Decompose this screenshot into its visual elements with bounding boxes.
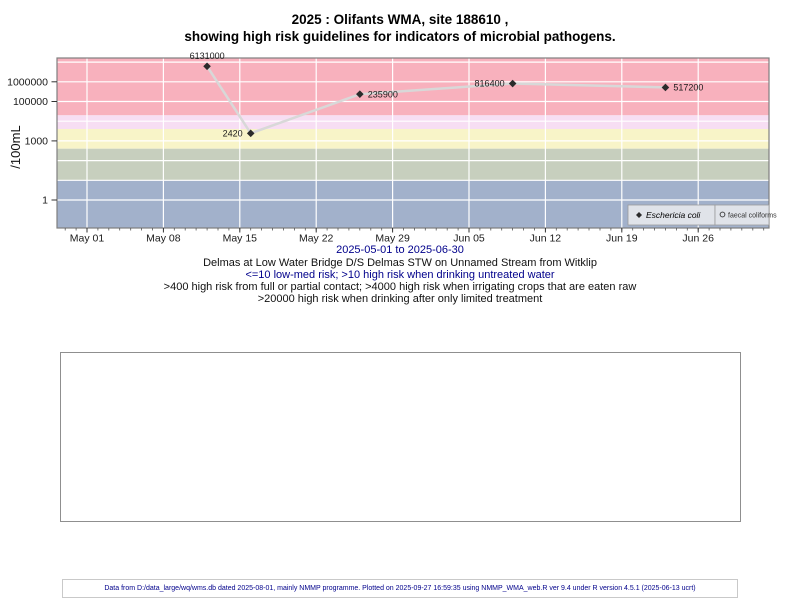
- footer-provenance-text: Data from D:/data_large/wq/wms.db dated …: [104, 585, 696, 592]
- svg-text:May 29: May 29: [375, 233, 410, 245]
- data-point: [661, 83, 670, 92]
- risk-band: [57, 148, 769, 181]
- svg-text:Jun 05: Jun 05: [453, 233, 485, 245]
- svg-text:May 22: May 22: [299, 233, 334, 245]
- chart-legend: Eschericia coli faecal coliforms: [627, 204, 777, 226]
- point-label: 517200: [673, 83, 703, 93]
- svg-text:May 01: May 01: [70, 233, 105, 245]
- legend-box-faecal-coliforms: [714, 204, 770, 226]
- data-point: [246, 129, 255, 138]
- caption-site: Delmas at Low Water Bridge D/S Delmas ST…: [203, 257, 597, 269]
- svg-text:Jun 12: Jun 12: [530, 233, 562, 245]
- data-series-eschericia-coli: 6131000 2420 235900 816400 517200: [190, 51, 704, 139]
- risk-band: [57, 115, 769, 130]
- empty-panel: [60, 352, 741, 522]
- date-range-subtitle: 2025-05-01 to 2025-06-30: [336, 244, 464, 256]
- svg-text:Jun 26: Jun 26: [682, 233, 714, 245]
- svg-text:1000: 1000: [25, 136, 49, 148]
- risk-band: [57, 129, 769, 149]
- svg-text:Jun 19: Jun 19: [606, 233, 638, 245]
- y-axis-title: /100mL: [8, 125, 23, 168]
- point-label: 816400: [475, 79, 505, 89]
- plot-border: [56, 57, 770, 229]
- svg-text:100000: 100000: [13, 96, 48, 108]
- chart-title-line2: showing high risk guidelines for indicat…: [184, 29, 616, 44]
- risk-bands: [57, 58, 769, 228]
- legend-label-eschericia-coli: Eschericia coli: [646, 210, 701, 220]
- point-label: 2420: [223, 129, 243, 139]
- x-axis: May 01 May 08 May 15 May 22 May 29 Jun 05 Jun …: [64, 228, 765, 245]
- caption-risk-contact-irrigation: >400 high risk from full or partial cont…: [163, 281, 637, 293]
- point-label: 235900: [368, 89, 398, 99]
- legend-label-faecal-coliforms: faecal coliforms: [728, 213, 777, 220]
- chart-canvas: May 01 May 08 May 15 May 22 May 29 Jun 05 Jun …: [7, 51, 777, 245]
- svg-text:May 15: May 15: [223, 233, 258, 245]
- svg-text:May 08: May 08: [146, 233, 181, 245]
- point-label: 6131000: [190, 51, 225, 61]
- legend-marker-open-circle: [719, 211, 726, 218]
- svg-text:1000000: 1000000: [7, 76, 48, 88]
- chart-title-line1: 2025 : Olifants WMA, site 188610 ,: [291, 12, 509, 27]
- footer-box: Data from D:/data_large/wq/wms.db dated …: [62, 579, 738, 598]
- data-point: [203, 62, 211, 71]
- y-axis: 1 1000 100000 1000000/100mL: [7, 76, 57, 207]
- caption-risk-drinking: <=10 low-med risk; >10 high risk when dr…: [245, 269, 555, 281]
- caption-risk-limited-treatment: >20000 high risk when drinking after onl…: [257, 293, 543, 305]
- data-point: [508, 79, 517, 88]
- svg-text:1: 1: [42, 195, 48, 207]
- data-point: [356, 90, 364, 98]
